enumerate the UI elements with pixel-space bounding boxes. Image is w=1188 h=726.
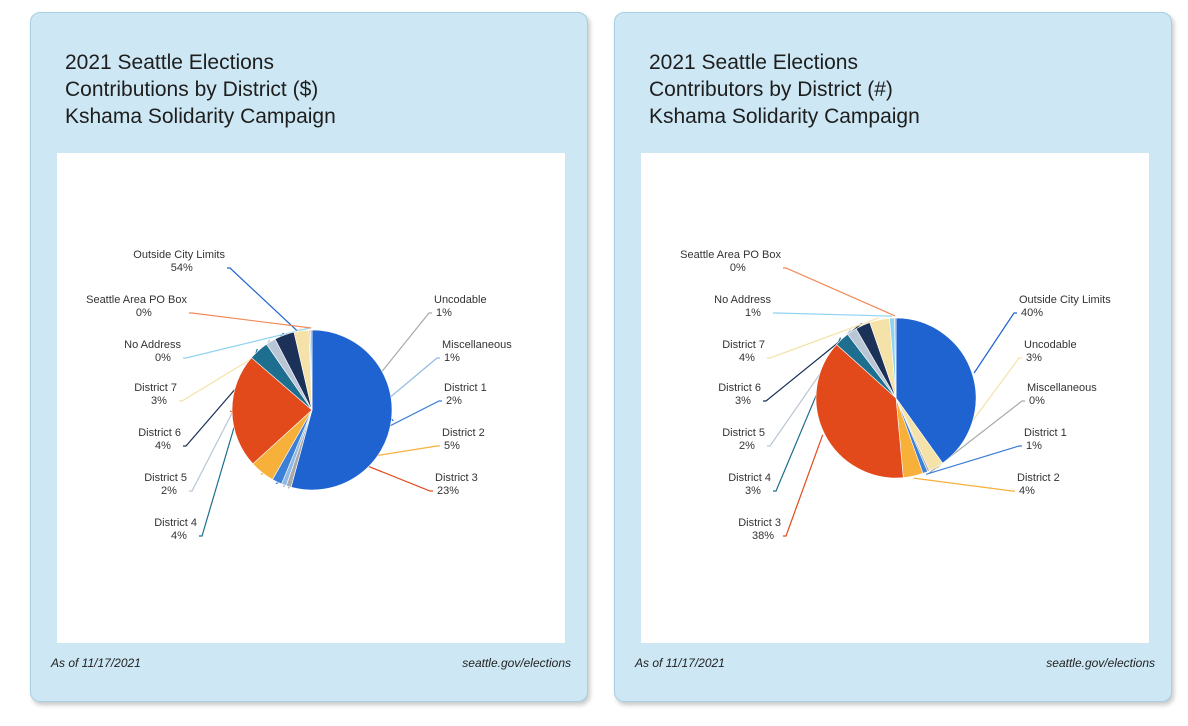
slice-label-district-4: District 4 (728, 472, 771, 484)
chart-card-contributors: 2021 Seattle Elections Contributors by D… (614, 12, 1172, 702)
pie-slice-district-3[interactable] (815, 344, 904, 479)
slice-percent-district-5: 2% (739, 440, 755, 452)
chart-title-line-1: 2021 Seattle Elections (65, 51, 274, 74)
slice-label-uncodable: Uncodable (1024, 339, 1077, 351)
slice-label-district-6: District 6 (138, 427, 181, 439)
pie-chart-contributions: Outside City Limits54%Uncodable1%Miscell… (86, 249, 512, 542)
source-link[interactable]: seattle.gov/elections (1046, 656, 1155, 670)
slice-percent-district-1: 1% (1026, 440, 1042, 452)
slice-label-miscellaneous: Miscellaneous (442, 339, 512, 351)
slice-percent-seattle-area-po-box: 0% (730, 262, 746, 274)
slice-label-district-4: District 4 (154, 517, 197, 529)
slice-label-district-5: District 5 (722, 427, 765, 439)
slice-percent-uncodable: 1% (436, 307, 452, 319)
leader-line-district-3 (783, 434, 824, 537)
slice-percent-outside-city-limits: 54% (171, 262, 193, 274)
slice-label-district-7: District 7 (134, 382, 177, 394)
slice-label-district-7: District 7 (722, 339, 765, 351)
leader-line-district-1 (925, 445, 1022, 475)
chart-title: 2021 Seattle Elections Contributors by D… (649, 49, 920, 130)
chart-title-line-2: Contributions by District ($) (65, 78, 319, 101)
chart-title-line-3: Kshama Solidarity Campaign (65, 105, 336, 128)
slice-percent-district-3: 23% (437, 485, 459, 497)
slice-label-district-3: District 3 (738, 517, 781, 529)
slice-label-district-5: District 5 (144, 472, 187, 484)
leader-line-district-2 (913, 477, 1015, 492)
pie-slices (815, 317, 977, 479)
leader-line-district-7 (767, 317, 880, 359)
slice-label-no-address: No Address (714, 294, 771, 306)
slice-percent-district-7: 4% (739, 352, 755, 364)
leader-line-no-address (183, 327, 310, 359)
leader-line-district-6 (763, 322, 863, 402)
plot-area: Outside City Limits 40% Uncodable 3% Miscell… (641, 153, 1149, 643)
leader-line-miscellaneous (929, 400, 1025, 474)
pie-slice-seattle-area-po-box[interactable] (310, 329, 313, 411)
slice-label-outside-city-limits: Outside City Limits (133, 249, 225, 261)
leader-line-no-address (773, 312, 892, 317)
slice-percent-district-2: 4% (1019, 485, 1035, 497)
slice-percent-district-4: 4% (171, 530, 187, 542)
slice-label-district-1: District 1 (444, 382, 487, 394)
pie-slices (231, 329, 393, 491)
chart-title-line-1: 2021 Seattle Elections (649, 51, 858, 74)
plot-area: Outside City Limits 54% Uncodable 1% Miscell… (57, 153, 565, 643)
pie-slice-outside-city-limits[interactable] (290, 329, 393, 491)
slice-label-district-3: District 3 (435, 472, 478, 484)
leader-line-seattle-area-po-box (783, 267, 896, 317)
slice-label-miscellaneous: Miscellaneous (1027, 382, 1097, 394)
slice-label-seattle-area-po-box: Seattle Area PO Box (680, 249, 781, 261)
slice-percent-district-6: 4% (155, 440, 171, 452)
slice-percent-uncodable: 3% (1026, 352, 1042, 364)
slice-percent-outside-city-limits: 40% (1021, 307, 1043, 319)
slice-percent-miscellaneous: 1% (444, 352, 460, 364)
slice-percent-district-5: 2% (161, 485, 177, 497)
slice-label-no-address: No Address (124, 339, 181, 351)
slice-labels: Outside City Limits54%Uncodable1%Miscell… (86, 249, 512, 542)
slice-percent-miscellaneous: 0% (1029, 395, 1045, 407)
chart-title-line-2: Contributors by District (#) (649, 78, 893, 101)
slice-label-district-1: District 1 (1024, 427, 1067, 439)
pie-chart-contributors: Outside City Limits40%Uncodable3%Miscell… (680, 249, 1111, 542)
slice-percent-district-1: 2% (446, 395, 462, 407)
pie-slice-seattle-area-po-box[interactable] (894, 317, 897, 399)
slice-label-seattle-area-po-box: Seattle Area PO Box (86, 294, 187, 306)
as-of-date: As of 11/17/2021 (51, 656, 141, 670)
leader-line-outside-city-limits (973, 312, 1017, 374)
source-link[interactable]: seattle.gov/elections (462, 656, 571, 670)
slice-label-outside-city-limits: Outside City Limits (1019, 294, 1111, 306)
slice-percent-no-address: 0% (155, 352, 171, 364)
slice-percent-district-4: 3% (745, 485, 761, 497)
slice-label-district-2: District 2 (1017, 472, 1060, 484)
slice-percent-district-7: 3% (151, 395, 167, 407)
slice-percent-district-2: 5% (444, 440, 460, 452)
slice-percent-district-6: 3% (735, 395, 751, 407)
as-of-date: As of 11/17/2021 (635, 656, 725, 670)
leader-line-seattle-area-po-box (189, 312, 312, 329)
slice-label-district-2: District 2 (442, 427, 485, 439)
chart-card-contributions: 2021 Seattle Elections Contributions by … (30, 12, 588, 702)
chart-title-line-3: Kshama Solidarity Campaign (649, 105, 920, 128)
pie-slice-district-3[interactable] (231, 357, 313, 465)
slice-label-uncodable: Uncodable (434, 294, 487, 306)
slice-percent-district-3: 38% (752, 530, 774, 542)
slice-label-district-6: District 6 (718, 382, 761, 394)
pie-slice-outside-city-limits[interactable] (895, 317, 977, 464)
chart-title: 2021 Seattle Elections Contributions by … (65, 49, 336, 130)
slice-percent-seattle-area-po-box: 0% (136, 307, 152, 319)
slice-labels: Outside City Limits40%Uncodable3%Miscell… (680, 249, 1111, 542)
slice-percent-no-address: 1% (745, 307, 761, 319)
